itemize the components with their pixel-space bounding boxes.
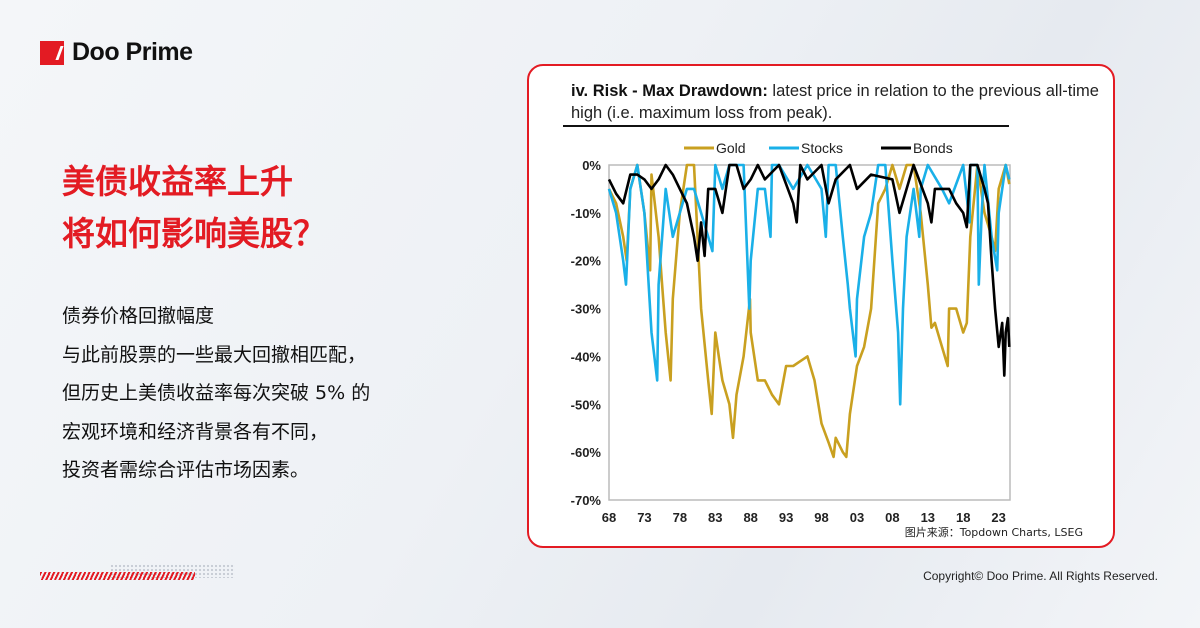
- doo-prime-logo-icon: [40, 40, 64, 65]
- x-tick-label: 73: [637, 510, 651, 525]
- chart-source: 图片来源：Topdown Charts, LSEG: [904, 526, 1083, 539]
- copyright: Copyright© Doo Prime. All Rights Reserve…: [923, 569, 1158, 583]
- x-tick-label: 88: [743, 510, 757, 525]
- x-tick-label: 03: [850, 510, 864, 525]
- headline-line-1: 美债收益率上升: [62, 162, 293, 201]
- decorative-stripes: [40, 572, 195, 580]
- x-tick-label: 08: [885, 510, 899, 525]
- body-line: 债券价格回撤幅度: [62, 305, 215, 327]
- body-line: 宏观环境和经济背景各有不同，: [62, 420, 329, 443]
- x-tick-label: 93: [779, 510, 793, 525]
- body-line: 投资者需综合评估市场因素。: [62, 459, 310, 481]
- headline: 美债收益率上升 将如何影响美股？: [62, 156, 326, 260]
- y-tick-label: -10%: [571, 206, 602, 221]
- series-line-gold: [607, 163, 1011, 459]
- x-tick-label: 13: [921, 510, 935, 525]
- x-tick-label: 68: [602, 510, 616, 525]
- brand-logo: Doo Prime: [40, 38, 193, 67]
- y-tick-label: -60%: [571, 445, 602, 460]
- chart-title-rest: latest price in relation to the previous…: [571, 82, 1099, 122]
- chart-title: iv. Risk - Max Drawdown: latest price in…: [571, 80, 1113, 124]
- drawdown-chart: 0% -10% -20% -30% -40% -50% -60% -70%68 73 78 83 88…: [571, 140, 1011, 525]
- y-tick-label: -30%: [571, 302, 602, 317]
- y-tick-label: -50%: [571, 397, 602, 412]
- legend-label-bonds: Bonds: [913, 140, 953, 156]
- series-line-bonds: [607, 163, 1011, 377]
- body-line: 但历史上美债收益率每次突破 5% 的: [62, 382, 371, 404]
- chart-title-bold: iv. Risk - Max Drawdown:: [571, 82, 768, 100]
- x-tick-label: 83: [708, 510, 722, 525]
- y-tick-label: 0%: [582, 158, 601, 173]
- chart-card: iv. Risk - Max Drawdown: latest price in…: [527, 64, 1115, 548]
- legend-label-gold: Gold: [716, 140, 746, 156]
- y-tick-label: -40%: [571, 349, 602, 364]
- x-tick-label: 78: [673, 510, 687, 525]
- title-rule: [563, 125, 1009, 127]
- headline-line-2: 将如何影响美股？: [62, 214, 326, 253]
- x-tick-label: 23: [991, 510, 1005, 525]
- y-tick-label: -20%: [571, 254, 602, 269]
- body-line: 与此前股票的一些最大回撤相匹配，: [62, 343, 367, 366]
- x-tick-label: 98: [814, 510, 828, 525]
- plot-frame: [608, 164, 1011, 501]
- y-tick-label: -70%: [571, 493, 602, 508]
- x-tick-label: 18: [956, 510, 970, 525]
- legend-label-stocks: Stocks: [801, 140, 843, 156]
- brand-name: Doo Prime: [72, 38, 193, 66]
- body-text: 债券价格回撤幅度 与此前股票的一些最大回撤相匹配， 但历史上美债收益率每次突破 …: [62, 297, 370, 490]
